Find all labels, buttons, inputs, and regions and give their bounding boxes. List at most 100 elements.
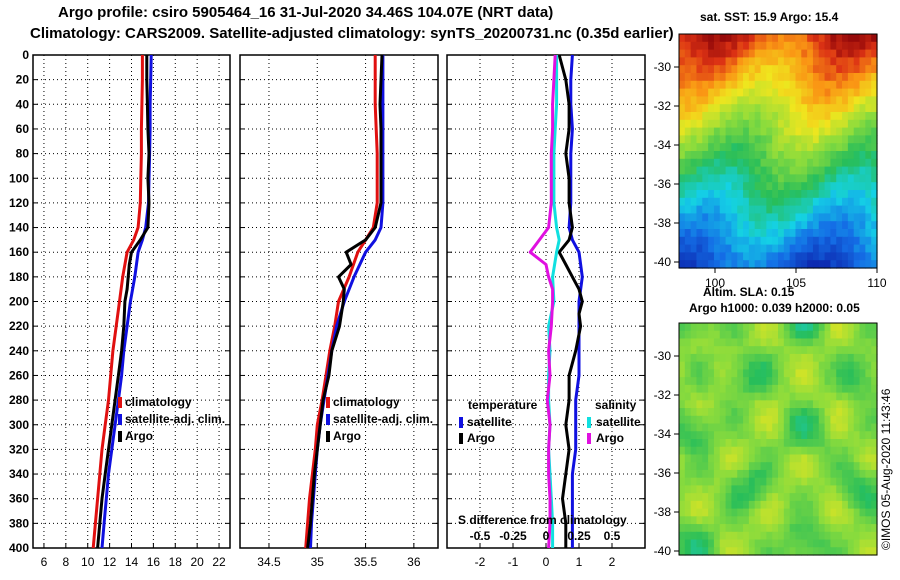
map-cell (696, 400, 703, 409)
map-cell (830, 65, 837, 74)
map-cell (690, 96, 698, 105)
map-cell (871, 41, 878, 51)
map-cell (719, 338, 727, 347)
map-cell (772, 34, 779, 43)
map-cell (743, 190, 750, 199)
map-cell (696, 252, 703, 261)
map-cell (772, 127, 779, 136)
map-cell (812, 338, 820, 347)
map-cell (696, 49, 703, 58)
map-cell (812, 439, 820, 448)
map-cell (865, 127, 872, 136)
map-cell (684, 446, 692, 456)
map-cell (708, 431, 715, 440)
map-cell (713, 462, 721, 471)
map-cell (719, 166, 727, 175)
map-cell (696, 244, 703, 253)
map-cell (748, 346, 756, 355)
map-cell (778, 346, 785, 355)
s-tick-label: 0.5 (604, 529, 621, 543)
map-cell (737, 338, 744, 347)
map-cell (830, 323, 837, 332)
map-cell (778, 485, 785, 494)
map-cell (853, 353, 861, 363)
map-cell (818, 34, 826, 43)
map-cell (778, 423, 785, 432)
map-cell (713, 197, 721, 207)
map-cell (812, 531, 820, 541)
map-cell (859, 151, 866, 160)
map-cell (865, 323, 872, 332)
map-cell (748, 524, 756, 533)
map-cell (801, 197, 808, 207)
map-cell (824, 190, 832, 199)
map-cell (847, 260, 855, 269)
map-cell (760, 104, 767, 113)
map-cell (783, 73, 791, 82)
y-tick-label: 260 (9, 368, 29, 382)
map-cell (865, 174, 872, 183)
map-cell (684, 57, 692, 66)
map-cell (847, 400, 855, 409)
map-cell (679, 500, 686, 510)
map-cell (748, 151, 756, 160)
map-cell (795, 41, 802, 51)
map-cell (731, 197, 738, 207)
map-cell (859, 439, 866, 448)
map-cell (748, 244, 756, 253)
map-cell (679, 236, 686, 246)
map-cell (754, 57, 762, 66)
map-cell (818, 524, 826, 533)
map-cell (743, 330, 750, 340)
map-cell (807, 49, 814, 58)
map-cell (807, 119, 814, 129)
map-cell (696, 469, 703, 479)
map-cell (772, 236, 779, 246)
map-cell (778, 338, 785, 347)
map-cell (807, 477, 814, 486)
map-cell (871, 508, 878, 517)
map-cell (684, 400, 692, 409)
map-cell (684, 252, 692, 261)
map-cell (859, 454, 866, 463)
map-cell (795, 338, 802, 347)
map-cell (807, 174, 814, 183)
map-cell (807, 462, 814, 471)
map-cell (812, 415, 820, 425)
map-cell (690, 454, 698, 463)
map-cell (795, 446, 802, 456)
legend-label: climatology (333, 395, 400, 409)
map-cell (824, 88, 832, 97)
map-cell (818, 88, 826, 97)
map-cell (684, 462, 692, 471)
map-cell (865, 524, 872, 533)
map-cell (690, 392, 698, 401)
map-cell (684, 408, 692, 417)
map-cell (731, 516, 738, 525)
map-cell (731, 477, 738, 486)
map-cell (778, 158, 785, 168)
map-cell (713, 338, 721, 347)
map-cell (778, 323, 785, 332)
map-cell (818, 384, 826, 394)
map-cell (865, 190, 872, 199)
map-cell (696, 516, 703, 525)
map-cell (859, 408, 866, 417)
map-cell (801, 353, 808, 363)
map-cell (696, 338, 703, 347)
map-cell (684, 135, 692, 144)
map-cell (853, 524, 861, 533)
map-cell (737, 104, 744, 113)
map-cell (871, 112, 878, 121)
map-cell (807, 423, 814, 432)
map-cell (871, 408, 878, 417)
map-cell (731, 244, 738, 253)
map-cell (871, 260, 878, 269)
map-cell (679, 143, 686, 152)
map-cell (824, 244, 832, 253)
map-cell (725, 119, 733, 129)
map-cell (836, 508, 843, 517)
map-cell (690, 516, 698, 525)
map-cell (812, 330, 820, 340)
map-cell (853, 73, 861, 82)
